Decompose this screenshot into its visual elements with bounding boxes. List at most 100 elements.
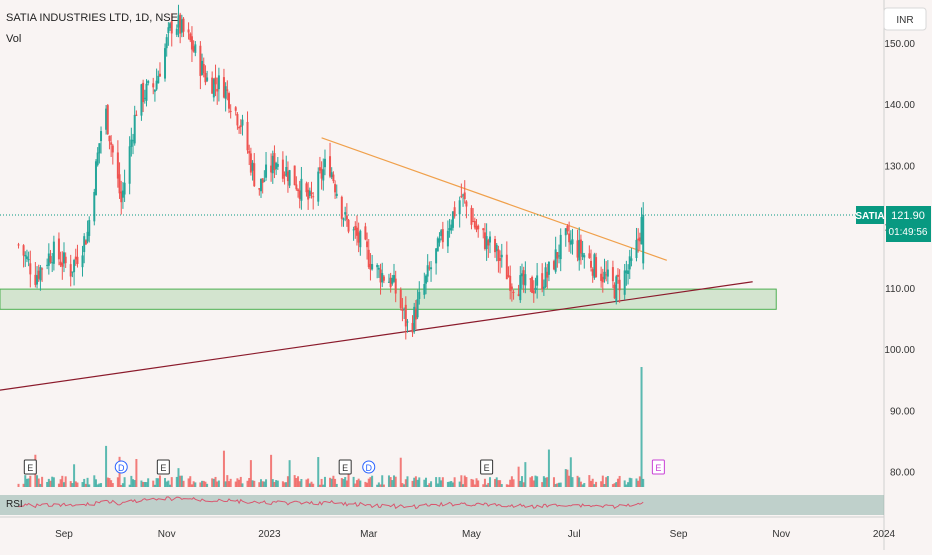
candle-body (473, 221, 476, 228)
volume-bar (477, 480, 480, 487)
candle-body (616, 274, 619, 277)
candle-body (202, 64, 205, 74)
volume-bar (74, 481, 77, 487)
candle-body (401, 308, 404, 311)
volume-bar (41, 476, 44, 487)
candle-body (194, 44, 197, 53)
volume-bar (295, 478, 298, 487)
event-marker[interactable]: E (651, 459, 665, 475)
volume-bar (512, 479, 515, 487)
candle-body (389, 277, 392, 288)
candle-body (116, 152, 119, 179)
candle-body (497, 249, 500, 261)
candle-body (179, 14, 182, 34)
candle-body (579, 239, 582, 254)
candle-body (627, 270, 630, 275)
volume-bar (381, 475, 384, 487)
volume-bar (583, 483, 586, 487)
volume-bar (285, 482, 288, 487)
candle-body (71, 271, 74, 273)
time-axis[interactable]: Sep Nov 2023 Mar May Jul Sep Nov 2024 (55, 529, 895, 540)
volume-bar (246, 480, 249, 487)
candle-body (541, 273, 544, 290)
earnings-icon (480, 459, 494, 475)
descending-trendline (321, 137, 667, 261)
volume-bar (446, 481, 449, 487)
event-marker[interactable]: E (23, 459, 37, 475)
volume-bar (259, 479, 262, 487)
volume-bar (192, 481, 195, 487)
volume-bar (194, 482, 197, 487)
volume-bar (413, 477, 416, 487)
volume-bar (556, 483, 559, 487)
candle-body (17, 244, 20, 246)
candle-body (357, 232, 360, 243)
volume-bar (517, 466, 520, 487)
volume-bar (536, 476, 539, 487)
candles (17, 4, 645, 340)
candle-body (448, 228, 451, 231)
candle-body (546, 271, 549, 278)
candle-body (140, 84, 143, 116)
volume-bar (73, 464, 76, 487)
candle-body (76, 256, 79, 264)
volume-bar (450, 481, 453, 487)
volume-bar (483, 478, 486, 487)
time-tick-label: Nov (158, 529, 176, 540)
candle-body (300, 178, 303, 201)
volume-bar (451, 482, 454, 487)
volume-bar (211, 478, 214, 487)
candle-body (224, 86, 227, 99)
volume-bar (298, 481, 301, 487)
event-marker[interactable]: E (156, 459, 170, 475)
candle-body (342, 218, 345, 220)
volume-bar (611, 484, 614, 487)
candle-body (576, 240, 579, 258)
volume-bar (470, 478, 473, 487)
volume-bar (423, 479, 426, 487)
volume-bar (595, 481, 598, 487)
volume-bar (25, 478, 28, 487)
candle-body (371, 264, 374, 270)
candle-body (36, 275, 39, 285)
candle-body (601, 276, 604, 283)
rsi-label: RSI (6, 499, 23, 510)
candle-body (84, 240, 87, 245)
volume-bar (222, 450, 225, 487)
candle-body (276, 164, 279, 167)
event-marker[interactable]: E (480, 459, 494, 475)
candle-body (120, 191, 123, 203)
bar-countdown: 01:49:56 (889, 227, 928, 238)
volume-bar (147, 478, 150, 487)
volume-bar (261, 481, 264, 487)
volume-bar (164, 478, 167, 487)
candle-body (590, 260, 593, 268)
volume-bar (625, 484, 628, 487)
time-tick-label: Sep (55, 529, 73, 540)
volume-bar (310, 481, 313, 487)
candle-body (152, 83, 155, 88)
volume-bar (297, 476, 300, 487)
event-marker[interactable]: D (362, 460, 376, 474)
volume-bar (588, 475, 591, 487)
event-marker[interactable]: D (114, 460, 128, 474)
candle-body (34, 274, 37, 285)
candle-body (595, 257, 598, 278)
event-marker[interactable]: E (338, 459, 352, 475)
candle-body (611, 267, 614, 282)
candle-body (145, 83, 148, 101)
volume-bar (155, 478, 158, 487)
candle-body (157, 75, 160, 84)
candle-body (485, 236, 488, 250)
volume-bar (510, 476, 513, 487)
candle-body (509, 275, 512, 291)
currency-box[interactable] (883, 7, 927, 31)
candle-body (345, 215, 348, 220)
volume-bar (27, 478, 30, 487)
volume-bar (206, 483, 209, 487)
volume-bar (283, 482, 286, 487)
candle-body (605, 274, 608, 276)
